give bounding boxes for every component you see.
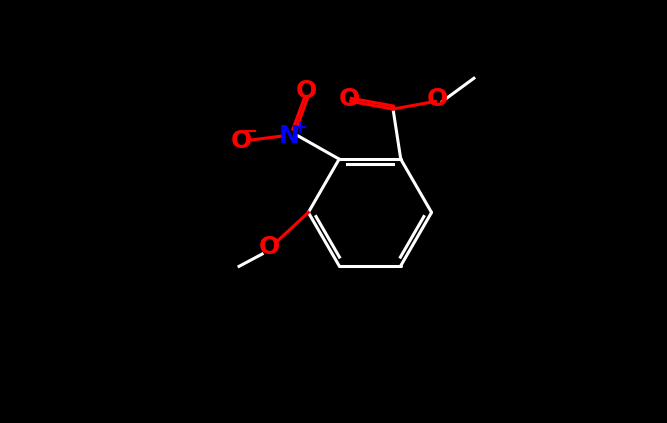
Text: O: O <box>259 235 280 259</box>
Text: O: O <box>295 80 317 103</box>
Text: −: − <box>242 123 257 141</box>
Text: O: O <box>426 87 448 111</box>
Text: O: O <box>231 129 252 154</box>
Text: N: N <box>279 124 299 148</box>
Text: O: O <box>339 87 360 111</box>
Text: +: + <box>292 119 307 137</box>
